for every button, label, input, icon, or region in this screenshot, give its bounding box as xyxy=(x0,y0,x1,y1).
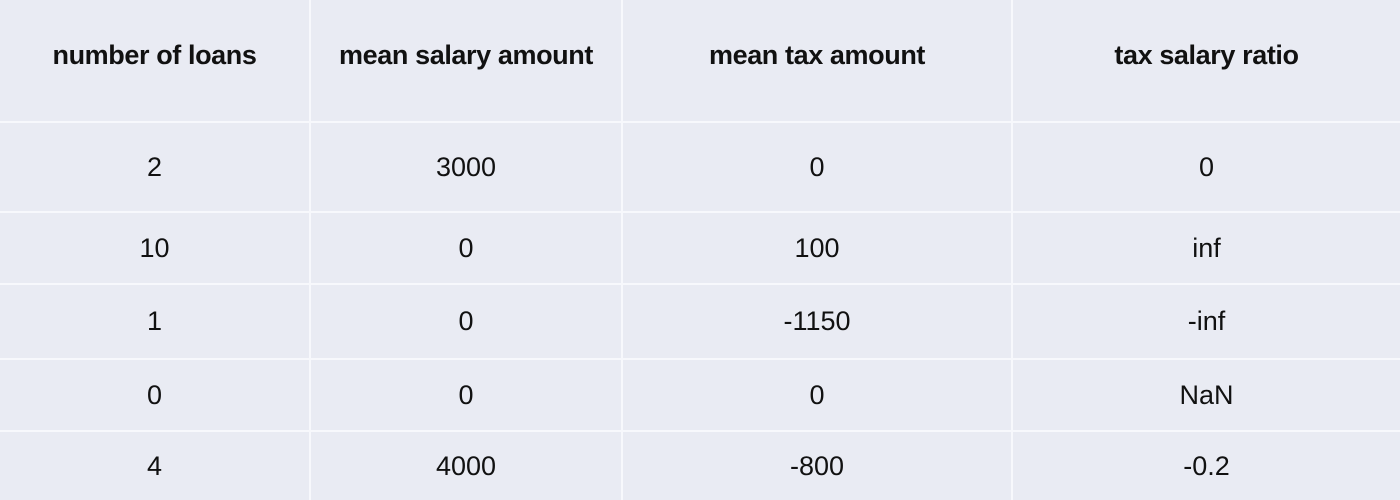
table-cell: NaN xyxy=(1013,360,1400,432)
table-cell: -inf xyxy=(1013,285,1400,360)
table-cell: 3000 xyxy=(311,123,623,213)
header-tax-salary-ratio: tax salary ratio xyxy=(1013,0,1400,123)
table-cell: 0 xyxy=(311,360,623,432)
header-number-of-loans: number of loans xyxy=(0,0,311,123)
table-cell: 10 xyxy=(0,213,311,285)
table-cell: 0 xyxy=(0,360,311,432)
table-cell: 100 xyxy=(623,213,1013,285)
table-cell: 1 xyxy=(0,285,311,360)
table-cell: 4000 xyxy=(311,432,623,500)
table-cell: 0 xyxy=(623,360,1013,432)
table-cell: 0 xyxy=(311,285,623,360)
table-cell: 0 xyxy=(1013,123,1400,213)
table-cell: inf xyxy=(1013,213,1400,285)
table-cell: 4 xyxy=(0,432,311,500)
table-cell: 0 xyxy=(311,213,623,285)
header-mean-salary-amount: mean salary amount xyxy=(311,0,623,123)
table-cell: -0.2 xyxy=(1183,450,1230,481)
table-cell: 2 xyxy=(0,123,311,213)
table-cell: -800 xyxy=(623,432,1013,500)
header-mean-tax-amount: mean tax amount xyxy=(623,0,1013,123)
table-cell: -1150 xyxy=(623,285,1013,360)
table-cell: 0 xyxy=(623,123,1013,213)
